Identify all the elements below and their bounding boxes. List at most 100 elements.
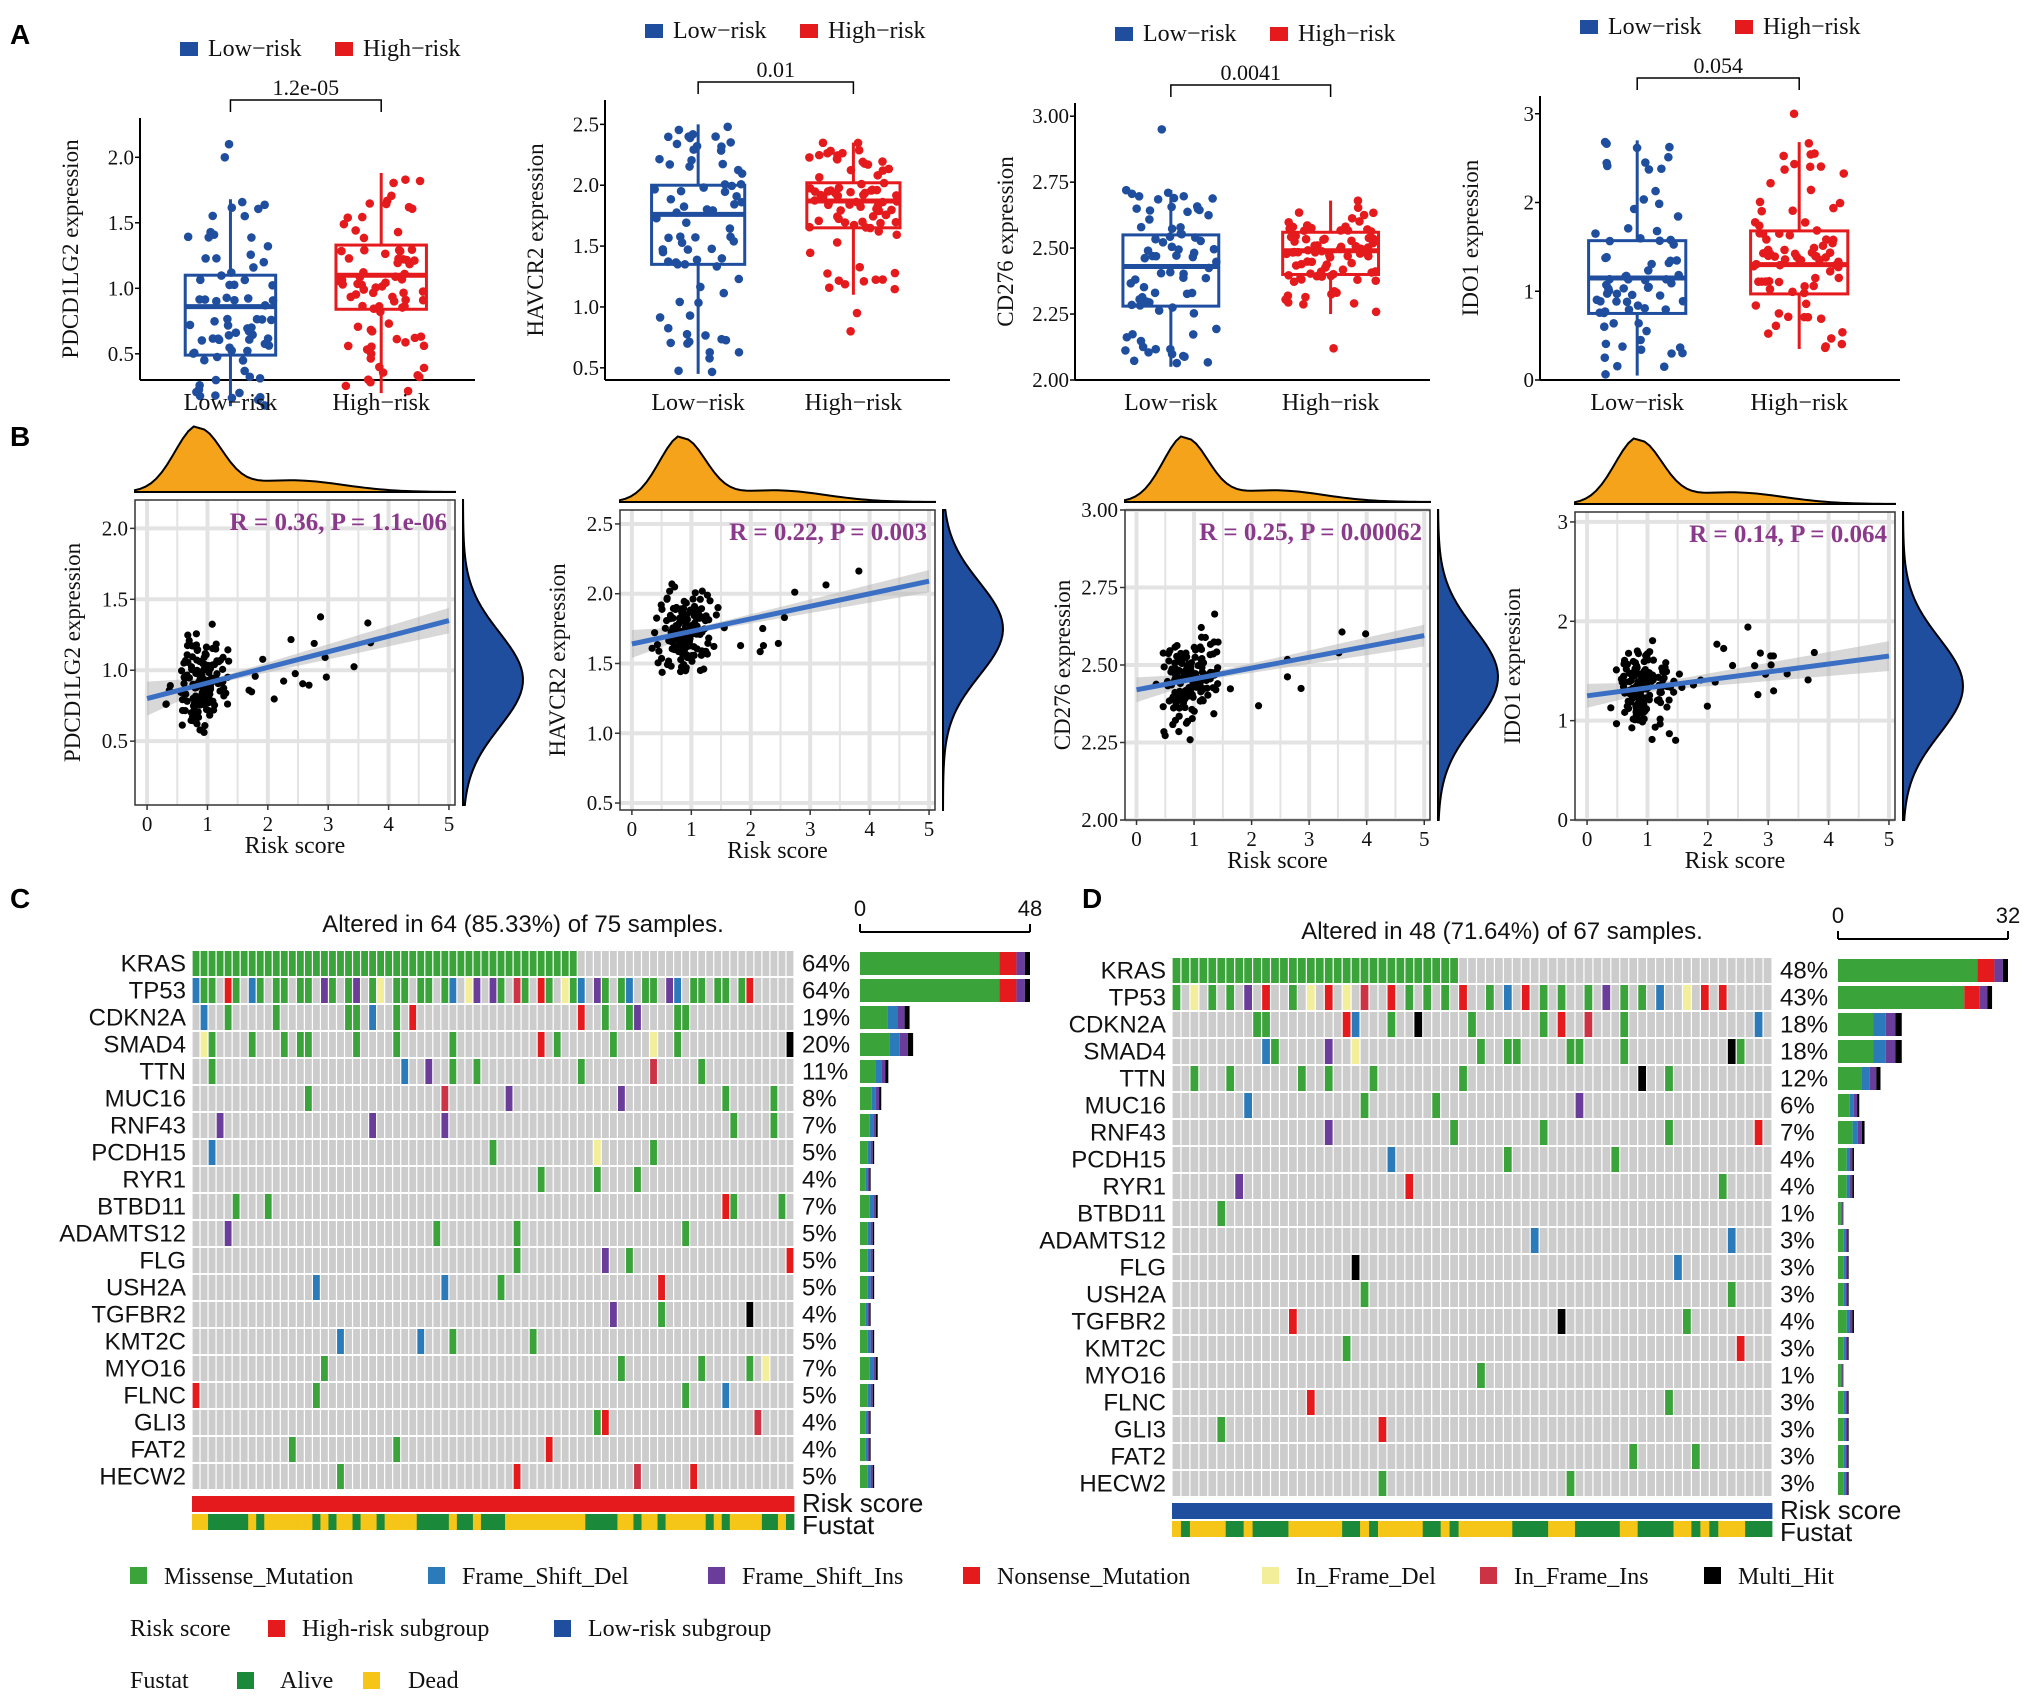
mutation-cell (1718, 1120, 1727, 1145)
mutation-cell (473, 1113, 481, 1138)
mutation-cell (521, 1248, 529, 1273)
mutation-cell (746, 1329, 754, 1354)
mutation-cell (754, 951, 762, 976)
top-density (134, 425, 456, 493)
data-point (1182, 649, 1190, 657)
mutation-cell (1647, 958, 1655, 983)
mutation-cell (296, 1059, 304, 1084)
mutation-cell (642, 1221, 649, 1246)
mutation-cell (224, 1410, 232, 1435)
data-point (240, 275, 250, 285)
mutation-cell (1244, 1255, 1252, 1280)
mutation-cell (200, 1410, 208, 1435)
mutation-cell (545, 1248, 553, 1273)
y-tick-label: 1.5 (102, 587, 128, 611)
data-point (707, 367, 717, 377)
mutation-cell (369, 1356, 377, 1381)
mutation-cell (1459, 1039, 1467, 1064)
mutation-cell (698, 1464, 706, 1489)
mutation-cell (1432, 1471, 1441, 1496)
mutation-cell (1369, 985, 1378, 1010)
legend-swatch-low (1115, 27, 1133, 41)
data-point (1299, 300, 1308, 309)
mutation-cell (706, 1356, 714, 1381)
mutation-cell (1468, 1120, 1476, 1145)
data-point (200, 295, 210, 304)
mutation-cell (690, 1167, 698, 1192)
mutation-cell (1620, 1417, 1629, 1442)
mutation-cell (1271, 1444, 1279, 1469)
mutation-cell (465, 1086, 473, 1111)
mutation-cell (1235, 1174, 1244, 1199)
mutation-cell (1647, 1120, 1655, 1145)
x-tick-label: 0 (142, 812, 153, 836)
y-tick-label: 2.25 (1032, 302, 1069, 326)
mutation-cell (521, 1329, 529, 1354)
mutation-cell (288, 1140, 296, 1165)
mutation-cell (1683, 985, 1691, 1010)
mutation-cell (545, 1356, 553, 1381)
mutation-cell (1423, 1147, 1432, 1172)
mutation-cell (329, 1140, 336, 1165)
mutation-cell (1181, 1363, 1190, 1388)
mutation-cell (1432, 958, 1441, 983)
x-axis-label: Risk score (1685, 848, 1786, 874)
mutation-cell (722, 1059, 730, 1084)
fustat-track-cell (561, 1514, 570, 1530)
mutation-cell (658, 1140, 665, 1165)
mutation-cell (1208, 1039, 1217, 1064)
gene-percent: 4% (802, 1410, 837, 1437)
mutation-cell (1530, 1012, 1539, 1037)
mutation-cell (1468, 1039, 1476, 1064)
mutation-cell (401, 1032, 409, 1057)
mutation-cell (1450, 1471, 1458, 1496)
fustat-track-cell (1225, 1521, 1236, 1537)
mutation-cell (714, 1221, 722, 1246)
mutation-cell (313, 1275, 320, 1300)
fustat-track-cell (1718, 1521, 1728, 1537)
mutation-cell (1289, 1255, 1297, 1280)
mutation-cell (690, 1302, 698, 1327)
gene-label: FLG (139, 1248, 186, 1275)
mutation-cell (1512, 1417, 1521, 1442)
y-tick-label: 3.00 (1032, 104, 1069, 128)
data-point (732, 192, 741, 201)
mutation-cell (1727, 1336, 1736, 1361)
mutation-cell (1557, 1417, 1566, 1442)
mutation-cell (569, 1356, 577, 1381)
mutation-cell (385, 1032, 393, 1057)
mutation-cell (1486, 1174, 1494, 1199)
gene-bar (867, 1384, 871, 1407)
mutation-cell (1405, 1309, 1414, 1334)
mutation-cell (1324, 1417, 1333, 1442)
data-point (1349, 299, 1359, 308)
data-point (1662, 659, 1670, 667)
mutation-cell (272, 1194, 280, 1219)
mutation-cell (770, 1032, 778, 1057)
mutation-cell (698, 1302, 706, 1327)
mutation-cell (280, 1329, 288, 1354)
mutation-cell (401, 1086, 409, 1111)
mutation-cell (770, 1140, 778, 1165)
mutation-cell (1656, 1147, 1664, 1172)
mutation-cell (1754, 1066, 1763, 1091)
mutation-cell (1190, 1174, 1199, 1199)
data-point (287, 635, 295, 644)
data-point (212, 296, 221, 306)
mutation-cell (1512, 985, 1521, 1010)
mutation-cell (730, 1275, 738, 1300)
mutation-cell (1611, 1471, 1620, 1496)
mutation-cell (1736, 1039, 1745, 1064)
mutation-cell (280, 1167, 288, 1192)
mutation-cell (714, 1356, 722, 1381)
mutation-cell (1360, 1201, 1369, 1226)
y-tick-label: 0.5 (108, 342, 134, 366)
mutation-cell (1342, 1309, 1351, 1334)
data-point (346, 292, 356, 302)
mutation-cell (337, 1194, 344, 1219)
fustat-track-cell (1736, 1521, 1746, 1537)
mutation-cell (1423, 1363, 1432, 1388)
mutation-cell (1692, 1336, 1700, 1361)
mutation-cell (497, 978, 505, 1003)
mutation-cell (650, 951, 657, 976)
